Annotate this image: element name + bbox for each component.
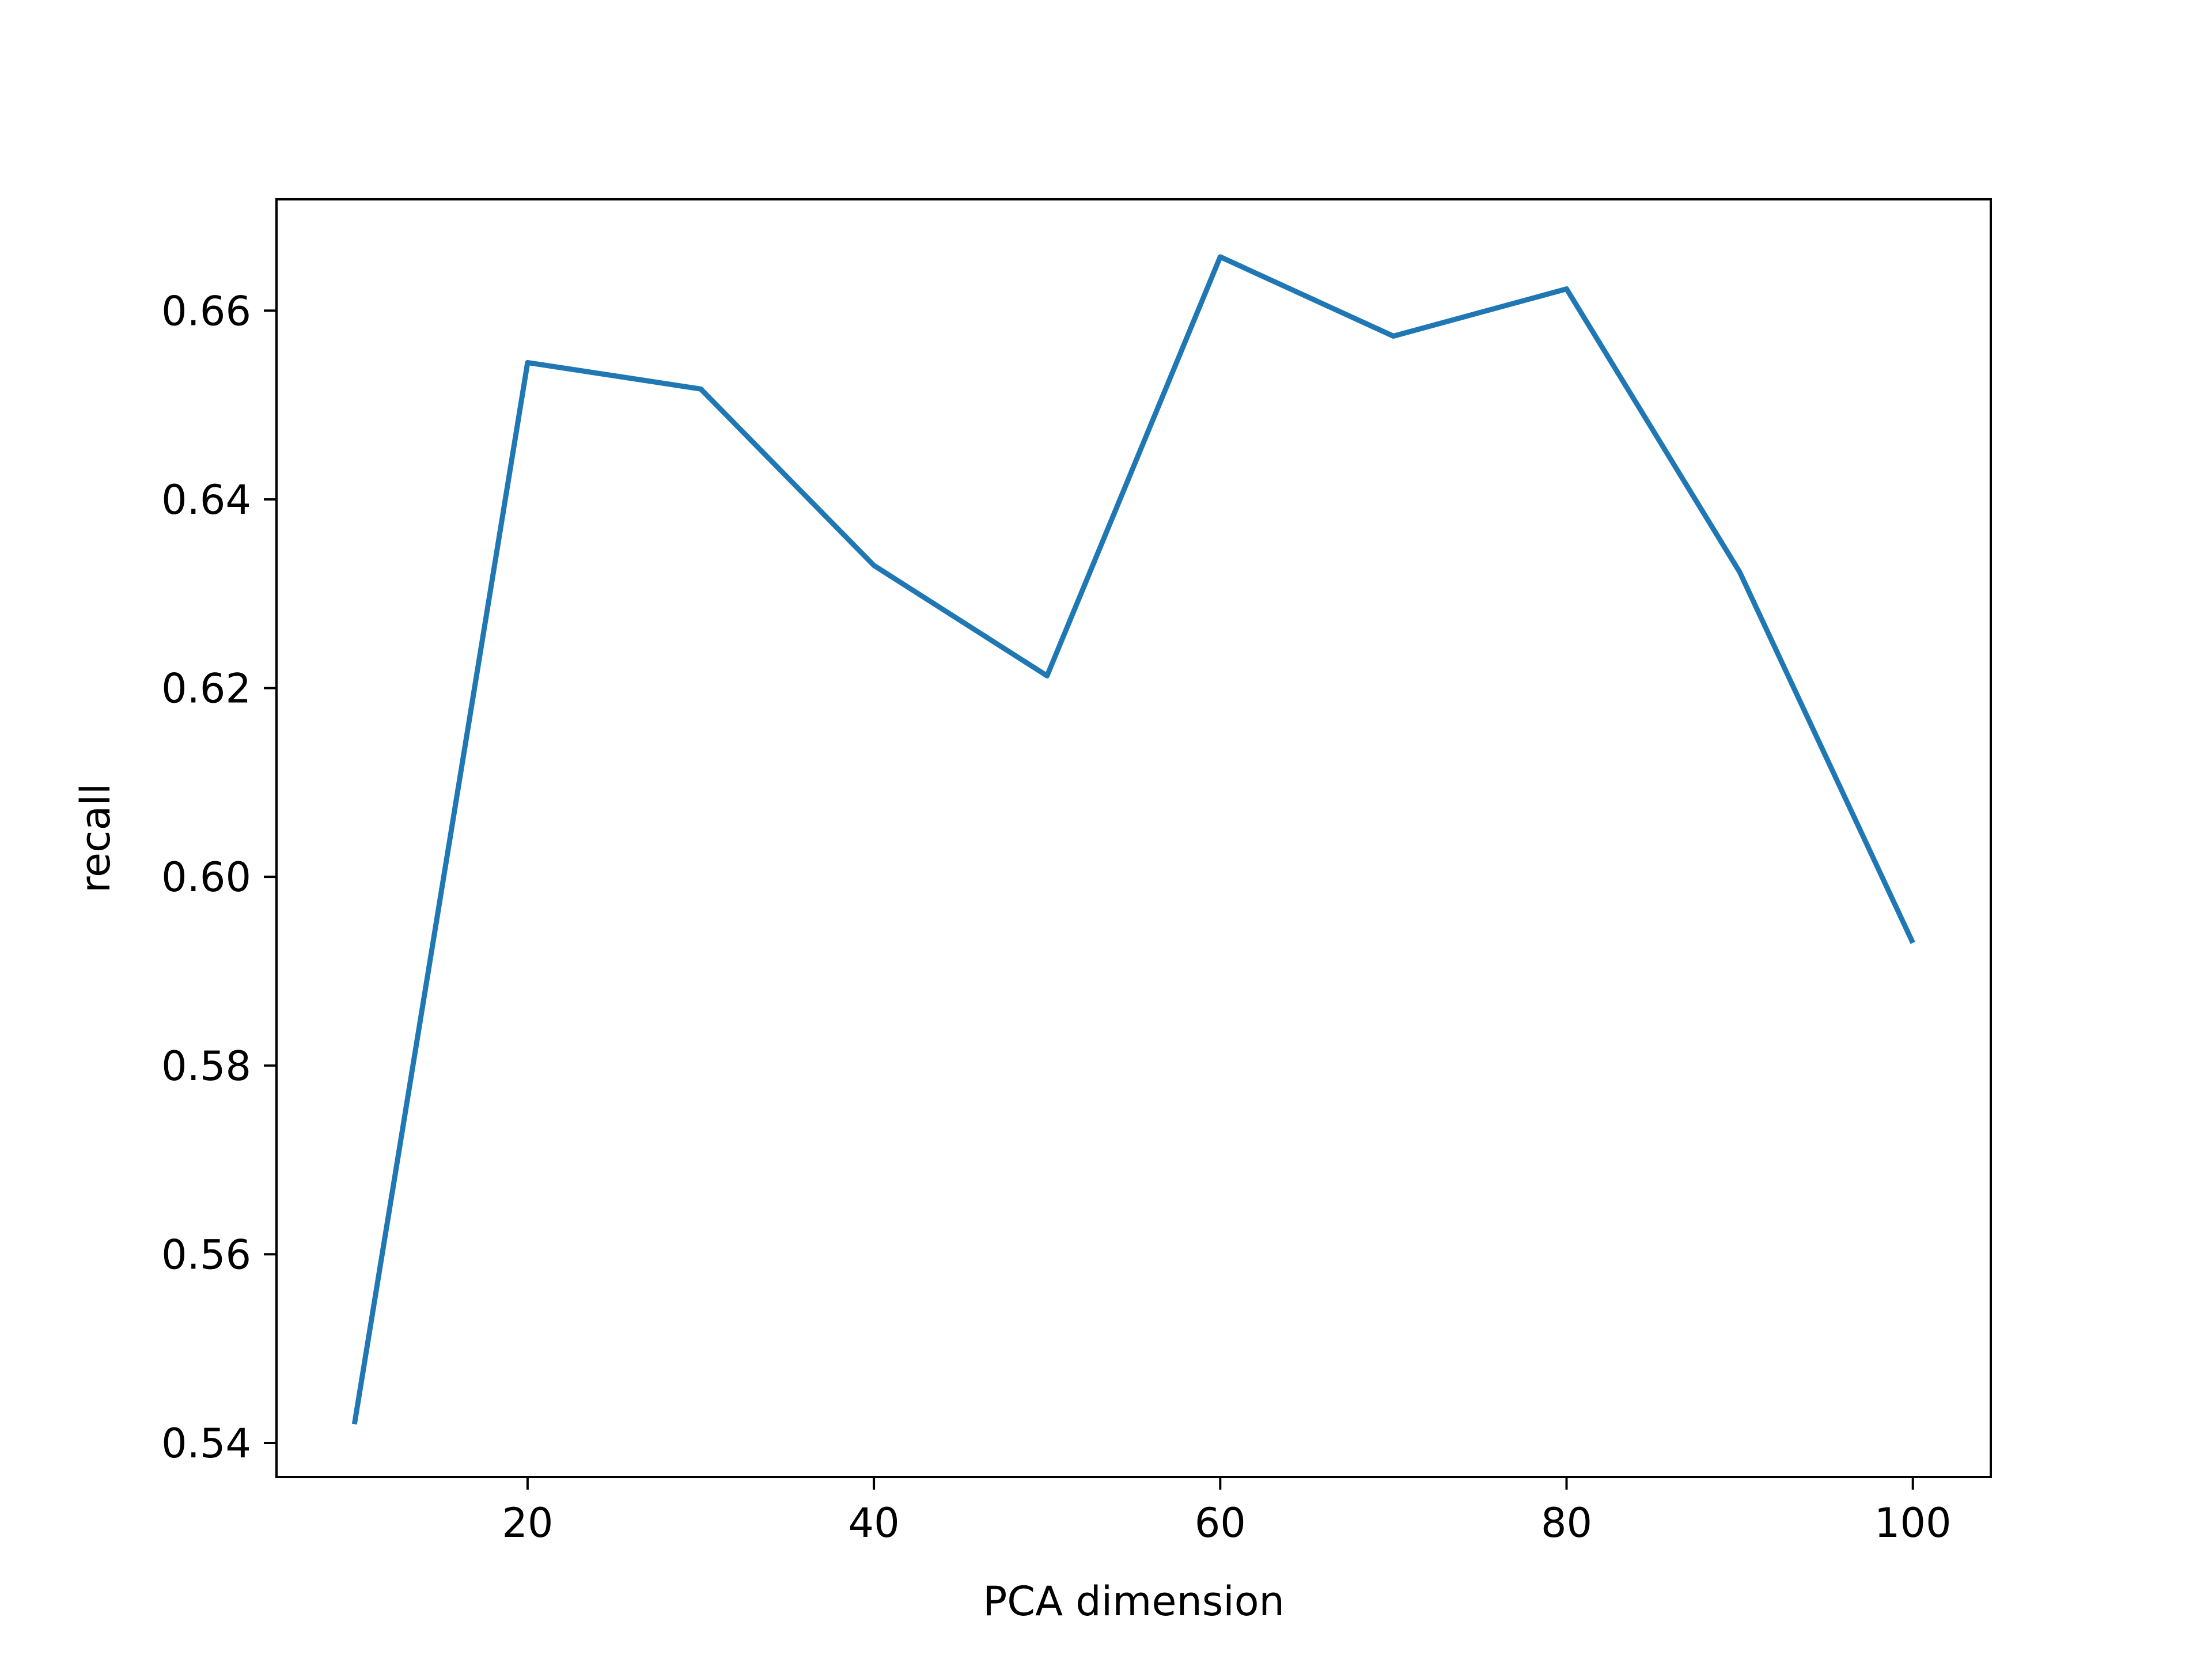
x-axis-label: PCA dimension	[983, 1578, 1285, 1625]
y-axis-label: recall	[72, 783, 119, 893]
y-tick-label: 0.54	[161, 1420, 251, 1467]
x-axis: 20 40 60 80 100	[502, 1477, 1952, 1547]
y-tick-label: 0.60	[161, 854, 251, 901]
y-axis: 0.54 0.56 0.58 0.60 0.62 0.64 0.66	[161, 287, 276, 1467]
series-layer	[351, 254, 1915, 1425]
x-tick-label: 60	[1195, 1499, 1246, 1547]
y-tick-label: 0.64	[161, 476, 251, 524]
x-tick-label: 80	[1541, 1499, 1592, 1547]
plot-frame	[275, 198, 1992, 1478]
series-line	[351, 254, 1915, 1425]
y-tick-label: 0.62	[161, 665, 251, 713]
y-tick-label: 0.58	[161, 1043, 251, 1090]
x-tick-label: 100	[1874, 1499, 1952, 1547]
y-tick-label: 0.56	[161, 1231, 251, 1278]
x-tick-label: 40	[849, 1499, 900, 1547]
y-tick-label: 0.66	[161, 287, 251, 335]
x-tick-label: 20	[502, 1499, 553, 1547]
